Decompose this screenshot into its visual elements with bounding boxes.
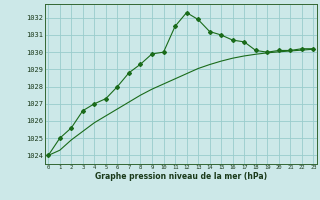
X-axis label: Graphe pression niveau de la mer (hPa): Graphe pression niveau de la mer (hPa) <box>95 172 267 181</box>
